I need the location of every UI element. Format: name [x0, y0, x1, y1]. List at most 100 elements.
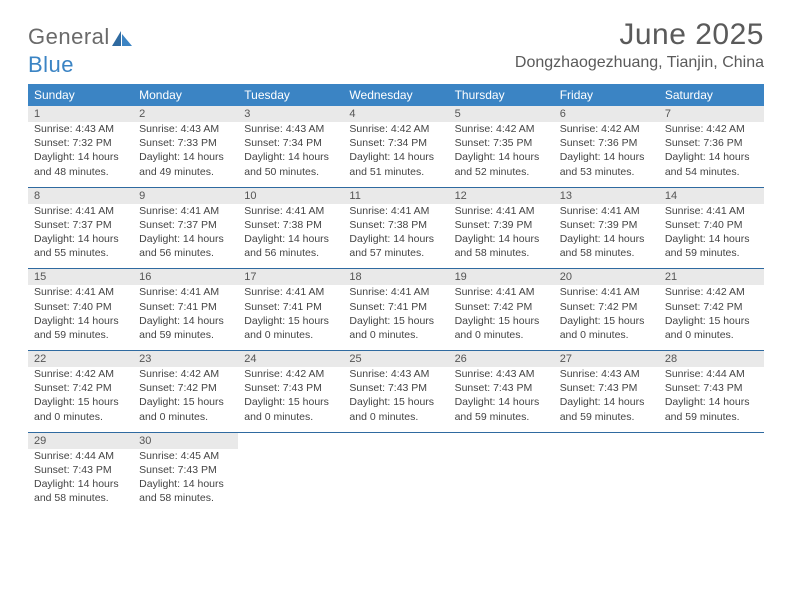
- day-6-sunset: Sunset: 7:36 PM: [560, 136, 653, 150]
- empty-cell: [554, 449, 659, 514]
- day-1-sunset: Sunset: 7:32 PM: [34, 136, 127, 150]
- day-20-sunset: Sunset: 7:42 PM: [560, 300, 653, 314]
- day-19-daylight: Daylight: 15 hours and 0 minutes.: [455, 314, 548, 342]
- day-25-sunrise: Sunrise: 4:43 AM: [349, 367, 442, 381]
- day-11-number: 11: [343, 187, 448, 204]
- empty-cell: [238, 432, 343, 449]
- empty-cell: [343, 449, 448, 514]
- day-19-sunset: Sunset: 7:42 PM: [455, 300, 548, 314]
- day-21-sunrise: Sunrise: 4:42 AM: [665, 285, 758, 299]
- day-5-number: 5: [449, 106, 554, 122]
- day-5-details: Sunrise: 4:42 AMSunset: 7:35 PMDaylight:…: [449, 122, 554, 187]
- day-25-sunset: Sunset: 7:43 PM: [349, 381, 442, 395]
- day-9-details: Sunrise: 4:41 AMSunset: 7:37 PMDaylight:…: [133, 204, 238, 269]
- day-13-number: 13: [554, 187, 659, 204]
- day-21-sunset: Sunset: 7:42 PM: [665, 300, 758, 314]
- week-1-content-row: Sunrise: 4:41 AMSunset: 7:37 PMDaylight:…: [28, 204, 764, 269]
- day-6-sunrise: Sunrise: 4:42 AM: [560, 122, 653, 136]
- day-26-sunset: Sunset: 7:43 PM: [455, 381, 548, 395]
- day-18-number: 18: [343, 269, 448, 286]
- day-29-daylight: Daylight: 14 hours and 58 minutes.: [34, 477, 127, 505]
- day-21-number: 21: [659, 269, 764, 286]
- day-8-sunset: Sunset: 7:37 PM: [34, 218, 127, 232]
- day-22-details: Sunrise: 4:42 AMSunset: 7:42 PMDaylight:…: [28, 367, 133, 432]
- day-15-sunrise: Sunrise: 4:41 AM: [34, 285, 127, 299]
- day-7-number: 7: [659, 106, 764, 122]
- day-3-sunrise: Sunrise: 4:43 AM: [244, 122, 337, 136]
- day-20-details: Sunrise: 4:41 AMSunset: 7:42 PMDaylight:…: [554, 285, 659, 350]
- day-6-daylight: Daylight: 14 hours and 53 minutes.: [560, 150, 653, 178]
- day-18-sunset: Sunset: 7:41 PM: [349, 300, 442, 314]
- day-12-daylight: Daylight: 14 hours and 58 minutes.: [455, 232, 548, 260]
- day-9-daylight: Daylight: 14 hours and 56 minutes.: [139, 232, 232, 260]
- day-4-sunset: Sunset: 7:34 PM: [349, 136, 442, 150]
- day-28-sunset: Sunset: 7:43 PM: [665, 381, 758, 395]
- day-16-details: Sunrise: 4:41 AMSunset: 7:41 PMDaylight:…: [133, 285, 238, 350]
- day-8-details: Sunrise: 4:41 AMSunset: 7:37 PMDaylight:…: [28, 204, 133, 269]
- day-17-details: Sunrise: 4:41 AMSunset: 7:41 PMDaylight:…: [238, 285, 343, 350]
- logo-sail-icon: [112, 26, 134, 52]
- day-23-sunrise: Sunrise: 4:42 AM: [139, 367, 232, 381]
- day-29-sunrise: Sunrise: 4:44 AM: [34, 449, 127, 463]
- empty-cell: [343, 432, 448, 449]
- day-8-sunrise: Sunrise: 4:41 AM: [34, 204, 127, 218]
- day-9-number: 9: [133, 187, 238, 204]
- header: General Blue June 2025 Dongzhaogezhuang,…: [28, 18, 764, 78]
- day-24-number: 24: [238, 351, 343, 368]
- week-3-content-row: Sunrise: 4:42 AMSunset: 7:42 PMDaylight:…: [28, 367, 764, 432]
- day-7-sunset: Sunset: 7:36 PM: [665, 136, 758, 150]
- day-11-details: Sunrise: 4:41 AMSunset: 7:38 PMDaylight:…: [343, 204, 448, 269]
- day-19-number: 19: [449, 269, 554, 286]
- day-1-number: 1: [28, 106, 133, 122]
- day-29-details: Sunrise: 4:44 AMSunset: 7:43 PMDaylight:…: [28, 449, 133, 514]
- day-7-daylight: Daylight: 14 hours and 54 minutes.: [665, 150, 758, 178]
- day-16-daylight: Daylight: 14 hours and 59 minutes.: [139, 314, 232, 342]
- day-17-daylight: Daylight: 15 hours and 0 minutes.: [244, 314, 337, 342]
- day-20-number: 20: [554, 269, 659, 286]
- day-23-daylight: Daylight: 15 hours and 0 minutes.: [139, 395, 232, 423]
- day-22-sunset: Sunset: 7:42 PM: [34, 381, 127, 395]
- logo: General Blue: [28, 18, 134, 78]
- location: Dongzhaogezhuang, Tianjin, China: [515, 54, 764, 72]
- day-4-sunrise: Sunrise: 4:42 AM: [349, 122, 442, 136]
- day-15-number: 15: [28, 269, 133, 286]
- day-2-details: Sunrise: 4:43 AMSunset: 7:33 PMDaylight:…: [133, 122, 238, 187]
- day-17-sunset: Sunset: 7:41 PM: [244, 300, 337, 314]
- day-20-sunrise: Sunrise: 4:41 AM: [560, 285, 653, 299]
- calendar-table: SundayMondayTuesdayWednesdayThursdayFrid…: [28, 84, 764, 513]
- day-1-daylight: Daylight: 14 hours and 48 minutes.: [34, 150, 127, 178]
- empty-cell: [238, 449, 343, 514]
- day-9-sunrise: Sunrise: 4:41 AM: [139, 204, 232, 218]
- day-8-number: 8: [28, 187, 133, 204]
- day-15-details: Sunrise: 4:41 AMSunset: 7:40 PMDaylight:…: [28, 285, 133, 350]
- day-2-daylight: Daylight: 14 hours and 49 minutes.: [139, 150, 232, 178]
- day-15-daylight: Daylight: 14 hours and 59 minutes.: [34, 314, 127, 342]
- day-24-daylight: Daylight: 15 hours and 0 minutes.: [244, 395, 337, 423]
- day-14-sunrise: Sunrise: 4:41 AM: [665, 204, 758, 218]
- day-30-details: Sunrise: 4:45 AMSunset: 7:43 PMDaylight:…: [133, 449, 238, 514]
- title-block: June 2025 Dongzhaogezhuang, Tianjin, Chi…: [515, 18, 764, 72]
- day-24-sunrise: Sunrise: 4:42 AM: [244, 367, 337, 381]
- day-14-sunset: Sunset: 7:40 PM: [665, 218, 758, 232]
- day-23-sunset: Sunset: 7:42 PM: [139, 381, 232, 395]
- empty-cell: [449, 432, 554, 449]
- day-9-sunset: Sunset: 7:37 PM: [139, 218, 232, 232]
- empty-cell: [449, 449, 554, 514]
- empty-cell: [554, 432, 659, 449]
- week-3-daynum-row: 22232425262728: [28, 351, 764, 368]
- day-header-wednesday: Wednesday: [343, 84, 448, 106]
- day-1-details: Sunrise: 4:43 AMSunset: 7:32 PMDaylight:…: [28, 122, 133, 187]
- day-2-number: 2: [133, 106, 238, 122]
- day-6-details: Sunrise: 4:42 AMSunset: 7:36 PMDaylight:…: [554, 122, 659, 187]
- day-header-saturday: Saturday: [659, 84, 764, 106]
- day-16-number: 16: [133, 269, 238, 286]
- day-17-sunrise: Sunrise: 4:41 AM: [244, 285, 337, 299]
- day-16-sunset: Sunset: 7:41 PM: [139, 300, 232, 314]
- week-4-daynum-row: 2930: [28, 432, 764, 449]
- day-10-number: 10: [238, 187, 343, 204]
- day-12-details: Sunrise: 4:41 AMSunset: 7:39 PMDaylight:…: [449, 204, 554, 269]
- day-22-number: 22: [28, 351, 133, 368]
- day-27-sunset: Sunset: 7:43 PM: [560, 381, 653, 395]
- day-10-details: Sunrise: 4:41 AMSunset: 7:38 PMDaylight:…: [238, 204, 343, 269]
- day-12-sunset: Sunset: 7:39 PM: [455, 218, 548, 232]
